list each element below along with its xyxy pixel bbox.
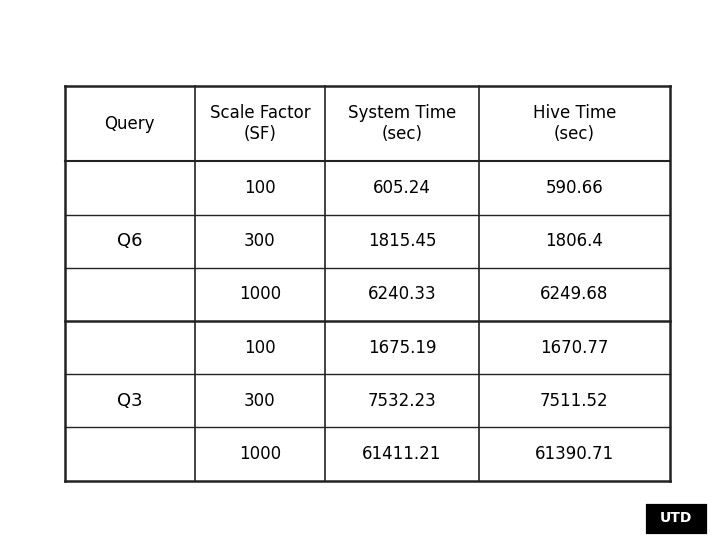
- Text: 7511.52: 7511.52: [540, 392, 608, 410]
- Text: Experiments and Results - TPC-H: Experiments and Results - TPC-H: [29, 25, 544, 52]
- Text: Q3: Q3: [117, 392, 143, 410]
- Text: 1815.45: 1815.45: [368, 232, 436, 250]
- Text: 61411.21: 61411.21: [362, 445, 441, 463]
- Text: Q6: Q6: [117, 232, 143, 250]
- Text: System Time
(sec): System Time (sec): [348, 104, 456, 143]
- Text: 300: 300: [244, 392, 276, 410]
- Text: 590.66: 590.66: [546, 179, 603, 197]
- Text: Hive Time
(sec): Hive Time (sec): [533, 104, 616, 143]
- Text: 1000: 1000: [239, 445, 281, 463]
- Text: UTD: UTD: [660, 511, 692, 525]
- Text: 1675.19: 1675.19: [368, 339, 436, 356]
- Text: 6249.68: 6249.68: [540, 285, 608, 303]
- Text: 605.24: 605.24: [373, 179, 431, 197]
- Text: Query: Query: [104, 115, 155, 133]
- Text: 1806.4: 1806.4: [546, 232, 603, 250]
- Text: Scale Factor
(SF): Scale Factor (SF): [210, 104, 310, 143]
- Text: 1670.77: 1670.77: [540, 339, 608, 356]
- Text: 6240.33: 6240.33: [368, 285, 436, 303]
- Text: 100: 100: [244, 339, 276, 356]
- Text: 300: 300: [244, 232, 276, 250]
- Text: FEARLESS: FEARLESS: [18, 512, 89, 525]
- Text: 61390.71: 61390.71: [535, 445, 614, 463]
- Text: 100: 100: [244, 179, 276, 197]
- Text: 7532.23: 7532.23: [368, 392, 436, 410]
- FancyBboxPatch shape: [644, 502, 708, 535]
- Text: engineering: engineering: [83, 512, 158, 525]
- Text: 1000: 1000: [239, 285, 281, 303]
